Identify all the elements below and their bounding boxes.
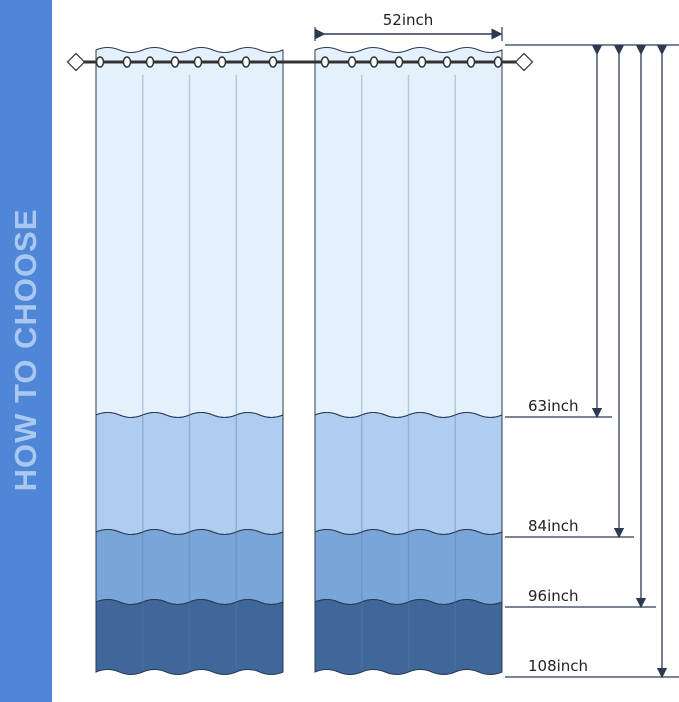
length-label: 84inch bbox=[528, 517, 579, 535]
length-dimension-63inch: 63inch bbox=[505, 44, 612, 419]
grommet bbox=[217, 56, 227, 68]
curtain-rod bbox=[66, 52, 534, 72]
grommet bbox=[493, 56, 503, 68]
grommet bbox=[320, 56, 330, 68]
length-label: 108inch bbox=[528, 657, 588, 675]
grommet bbox=[347, 56, 357, 68]
sidebar-banner: HOW TO CHOOSE bbox=[0, 0, 52, 702]
width-label: 52inch bbox=[383, 11, 434, 29]
length-label: 63inch bbox=[528, 397, 579, 415]
curtain-panel-left bbox=[95, 47, 284, 675]
grommet bbox=[241, 56, 251, 68]
length-dimension-84inch: 84inch bbox=[505, 44, 634, 539]
grommet bbox=[268, 56, 278, 68]
grommet bbox=[145, 56, 155, 68]
grommet bbox=[170, 56, 180, 68]
rod-finial bbox=[66, 52, 86, 72]
grommet bbox=[442, 56, 452, 68]
length-label: 96inch bbox=[528, 587, 579, 605]
grommet bbox=[122, 56, 132, 68]
grommet bbox=[95, 56, 105, 68]
grommet bbox=[394, 56, 404, 68]
length-dimension-96inch: 96inch bbox=[505, 44, 656, 609]
grommet bbox=[417, 56, 427, 68]
rod-finial bbox=[514, 52, 534, 72]
curtain-band-4 bbox=[95, 599, 284, 675]
curtain-band-4 bbox=[314, 599, 503, 675]
grommet bbox=[466, 56, 476, 68]
grommet bbox=[369, 56, 379, 68]
length-dimension-108inch: 108inch bbox=[505, 44, 679, 679]
curtain-panel-right bbox=[314, 47, 503, 675]
grommet bbox=[193, 56, 203, 68]
